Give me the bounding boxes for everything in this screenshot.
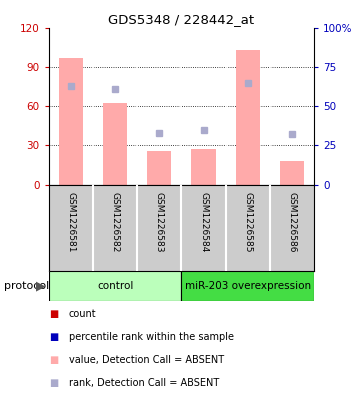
Title: GDS5348 / 228442_at: GDS5348 / 228442_at: [108, 13, 255, 26]
Text: percentile rank within the sample: percentile rank within the sample: [69, 332, 234, 342]
Text: control: control: [97, 281, 133, 291]
Bar: [59, 58, 83, 185]
Text: rank, Detection Call = ABSENT: rank, Detection Call = ABSENT: [69, 378, 219, 388]
Text: ■: ■: [49, 378, 58, 388]
Text: count: count: [69, 309, 96, 320]
Text: GSM1226586: GSM1226586: [287, 192, 296, 252]
Text: GSM1226581: GSM1226581: [66, 192, 75, 252]
Bar: [191, 149, 216, 185]
Bar: [103, 103, 127, 185]
Bar: [147, 151, 171, 185]
Bar: [236, 50, 260, 185]
Text: GSM1226583: GSM1226583: [155, 192, 164, 252]
Text: GSM1226582: GSM1226582: [110, 192, 119, 252]
Text: ▶: ▶: [36, 279, 46, 292]
Text: miR-203 overexpression: miR-203 overexpression: [185, 281, 311, 291]
Bar: [181, 271, 314, 301]
Bar: [280, 161, 304, 185]
Text: ■: ■: [49, 355, 58, 365]
Text: protocol: protocol: [4, 281, 49, 291]
Text: ■: ■: [49, 332, 58, 342]
Bar: [49, 271, 181, 301]
Text: ■: ■: [49, 309, 58, 320]
Text: GSM1226584: GSM1226584: [199, 192, 208, 252]
Text: GSM1226585: GSM1226585: [243, 192, 252, 252]
Text: value, Detection Call = ABSENT: value, Detection Call = ABSENT: [69, 355, 224, 365]
